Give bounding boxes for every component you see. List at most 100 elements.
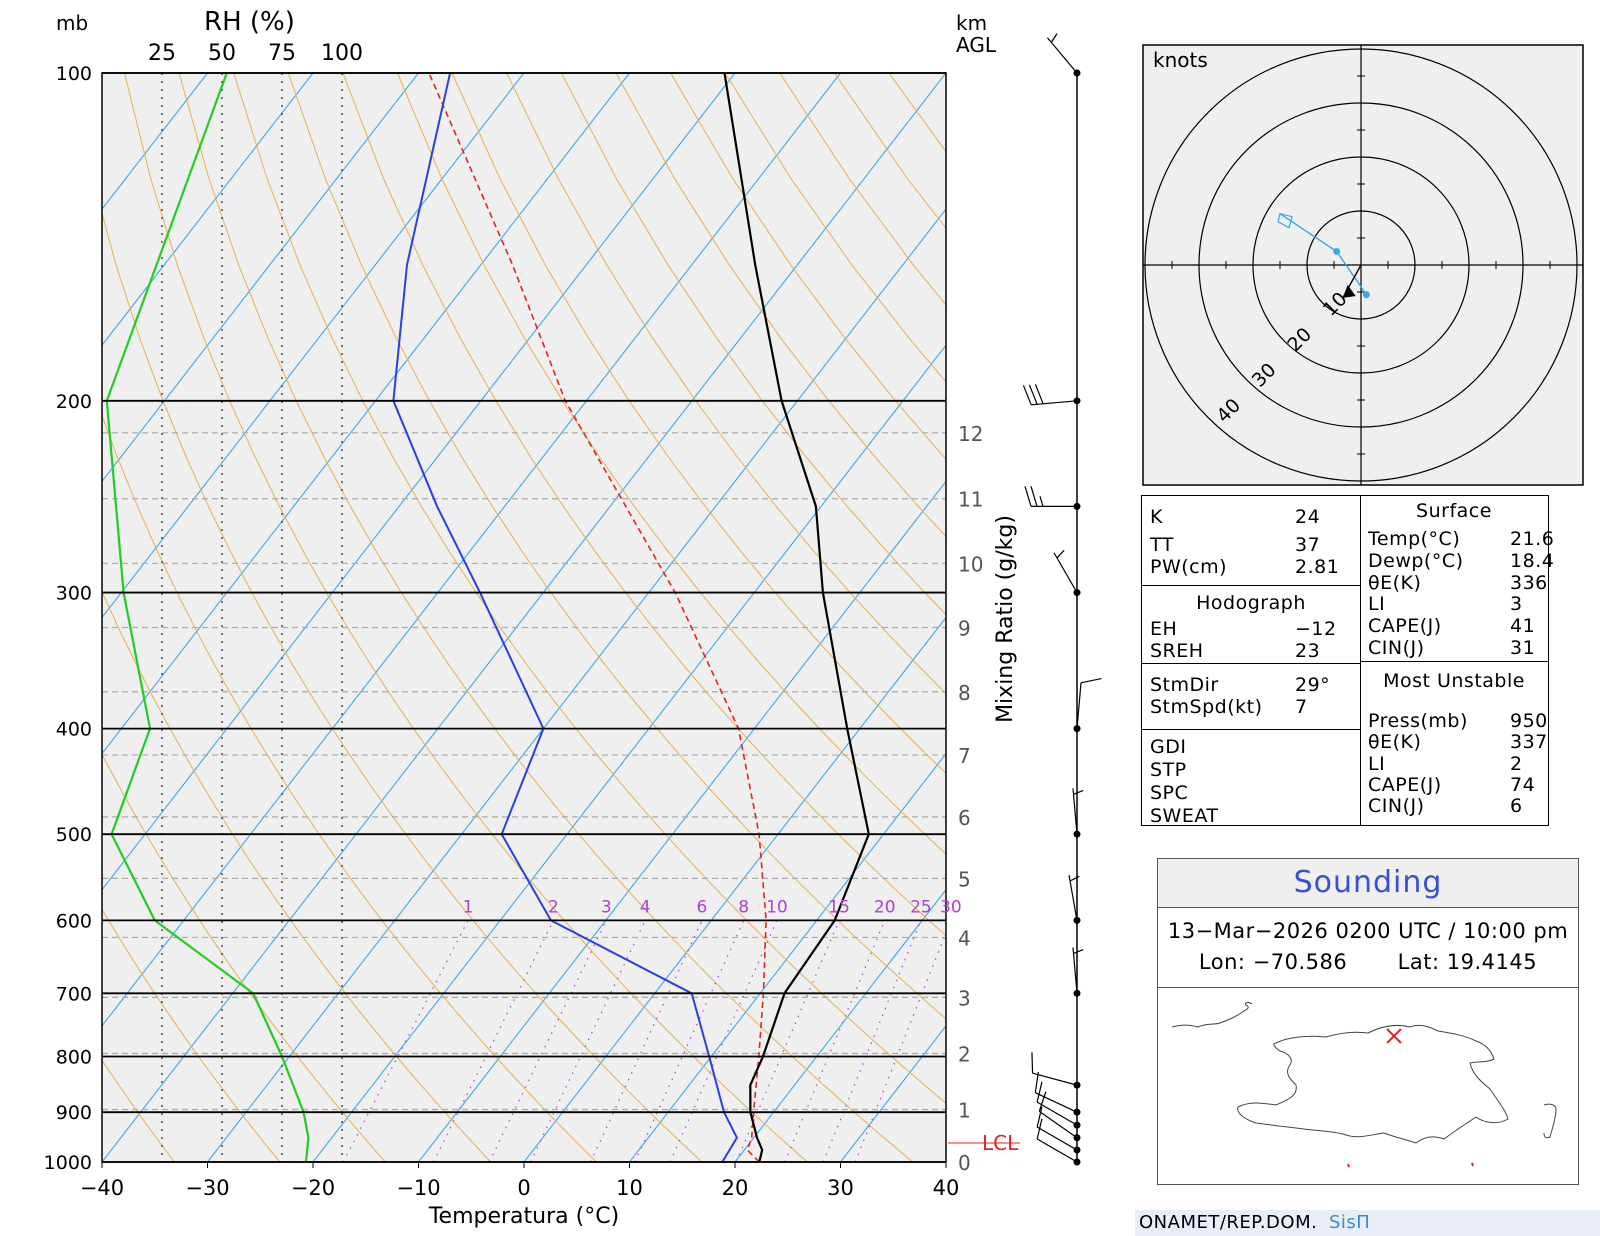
- surface-header: Surface: [1416, 500, 1492, 522]
- dry-adiabat-line: [233, 73, 946, 1104]
- wind-barb: [1031, 1052, 1081, 1089]
- isotherm-line: [207, 208, 946, 1162]
- temperature-tick-label: 30: [827, 1176, 854, 1200]
- footer-org: ONAMET/REP.DOM.: [1139, 1212, 1318, 1233]
- height-tick-label: 6: [958, 806, 971, 830]
- wind-barb: [1073, 677, 1102, 733]
- pressure-tick-label: 200: [56, 391, 92, 413]
- wind-barb: [1072, 947, 1084, 997]
- hodograph-units: knots: [1153, 48, 1208, 72]
- wind-barb: [1072, 788, 1084, 838]
- dry-adiabat-line: [102, 414, 598, 1162]
- temperature-tick-label: 0: [517, 1176, 530, 1200]
- sounding-title: Sounding: [1158, 859, 1578, 908]
- mu-thetae-value: 337: [1510, 731, 1548, 753]
- height-tick-label: 9: [958, 617, 971, 641]
- dry-adiabat-line: [102, 753, 386, 1162]
- sounding-datetime: 13−Mar−2026 0200 UTC / 10:00 pm: [1167, 919, 1569, 943]
- surface-cin-value: 31: [1510, 637, 1536, 659]
- pw-value: 2.81: [1295, 556, 1340, 578]
- surface-li-value: 3: [1510, 593, 1523, 615]
- mixing-ratio-tick: 8: [738, 897, 749, 917]
- mixing-ratio-axis-label: Mixing Ratio (g/kg): [993, 515, 1018, 723]
- surface-dewp-value: 18.4: [1510, 550, 1555, 572]
- pressure-tick-label: 900: [56, 1102, 92, 1124]
- wind-barb: [1046, 33, 1081, 77]
- spc-label: SPC: [1150, 782, 1189, 804]
- most-unstable-header: Most Unstable: [1383, 670, 1525, 692]
- wind-barb: [1068, 875, 1081, 924]
- dry-adiabat-line: [124, 73, 809, 1162]
- surface-cape-label: CAPE(J): [1368, 615, 1442, 637]
- mixing-ratio-tick: 30: [940, 897, 962, 917]
- lon-label: Lon:: [1198, 950, 1246, 974]
- hodograph-point: [1362, 291, 1370, 299]
- isotherm-line: [102, 73, 841, 1027]
- mu-cape-label: CAPE(J): [1368, 774, 1442, 796]
- mixing-ratio-line: [342, 920, 469, 1162]
- dry-adiabat-line: [102, 590, 492, 1162]
- isotherm-line: [312, 344, 946, 1162]
- mu-cape-value: 74: [1510, 774, 1536, 796]
- isotherm-line: [102, 73, 314, 347]
- rh-tick-label: 75: [268, 41, 296, 66]
- footer-bar: ONAMET/REP.DOM. SisΠ: [1135, 1210, 1600, 1236]
- pressure-tick-label: 1000: [44, 1152, 92, 1174]
- dry-adiabat-line: [451, 73, 946, 774]
- isotherm-line: [734, 888, 946, 1162]
- indices-table: K 24 TT 37 PW(cm) 2.81 Hodograph EH −12 SREH…: [1141, 495, 1554, 827]
- height-tick-label: 11: [958, 488, 983, 512]
- isotherm-line: [418, 480, 946, 1162]
- temperature-tick-label: −40: [80, 1176, 124, 1200]
- isotherm-line: [629, 752, 946, 1162]
- mu-li-value: 2: [1510, 753, 1523, 775]
- wind-barb: [1038, 1091, 1081, 1142]
- sweat-label: SWEAT: [1150, 805, 1219, 827]
- hodograph-point: [1333, 248, 1341, 255]
- pressure-tick-label: 400: [56, 719, 92, 741]
- height-tick-label: 10: [958, 552, 983, 576]
- mu-li-label: LI: [1368, 753, 1386, 775]
- temperature-tick-label: 40: [933, 1176, 960, 1200]
- location-map: [1171, 1001, 1557, 1168]
- height-tick-label: 1: [958, 1099, 971, 1123]
- temperature-tick-label: 10: [616, 1176, 643, 1200]
- lon-value: −70.586: [1252, 950, 1348, 974]
- height-tick-label: 8: [958, 681, 971, 705]
- isotherm-line: [102, 73, 419, 483]
- k-index-label: K: [1150, 506, 1163, 528]
- pw-label: PW(cm): [1150, 556, 1228, 578]
- pressure-tick-label: 600: [56, 910, 92, 932]
- mixing-ratio-line: [735, 920, 840, 1162]
- pressure-tick-label: 100: [56, 63, 92, 85]
- surface-thetae-label: θE(K): [1368, 572, 1422, 594]
- height-tick-label: 7: [958, 744, 971, 768]
- mu-press-label: Press(mb): [1368, 710, 1468, 732]
- surface-temp-label: Temp(°C): [1368, 528, 1461, 550]
- isotherm-line: [102, 73, 630, 755]
- eh-label: EH: [1150, 618, 1178, 640]
- lat-label: Lat:: [1397, 950, 1440, 974]
- storm-dir-label: StmDir: [1150, 674, 1219, 696]
- temperature-tick-label: −20: [291, 1176, 335, 1200]
- mixing-ratio-tick: 2: [548, 897, 559, 917]
- dry-adiabat-line: [397, 73, 946, 855]
- rh-tick-label: 100: [321, 41, 363, 66]
- height-axis-label-km: km: [956, 11, 987, 35]
- temperature-tick-label: −30: [185, 1176, 229, 1200]
- sreh-label: SREH: [1150, 640, 1204, 662]
- surface-dewp-label: Dewp(°C): [1368, 550, 1464, 572]
- wind-barb: [1053, 549, 1081, 597]
- temperature-tick-label: 20: [722, 1176, 749, 1200]
- eh-value: −12: [1295, 618, 1337, 640]
- wind-barb-column: [1022, 33, 1102, 1166]
- mixing-ratio-tick: 3: [601, 897, 612, 917]
- pressure-tick-label: 300: [56, 583, 92, 605]
- isotherm-line: [523, 616, 946, 1162]
- sounding-info-box: Sounding 13−Mar−2026 0200 UTC / 10:00 pm…: [1157, 858, 1579, 1185]
- isotherm-line: [102, 73, 946, 1162]
- height-axis-label-agl: AGL: [956, 33, 997, 57]
